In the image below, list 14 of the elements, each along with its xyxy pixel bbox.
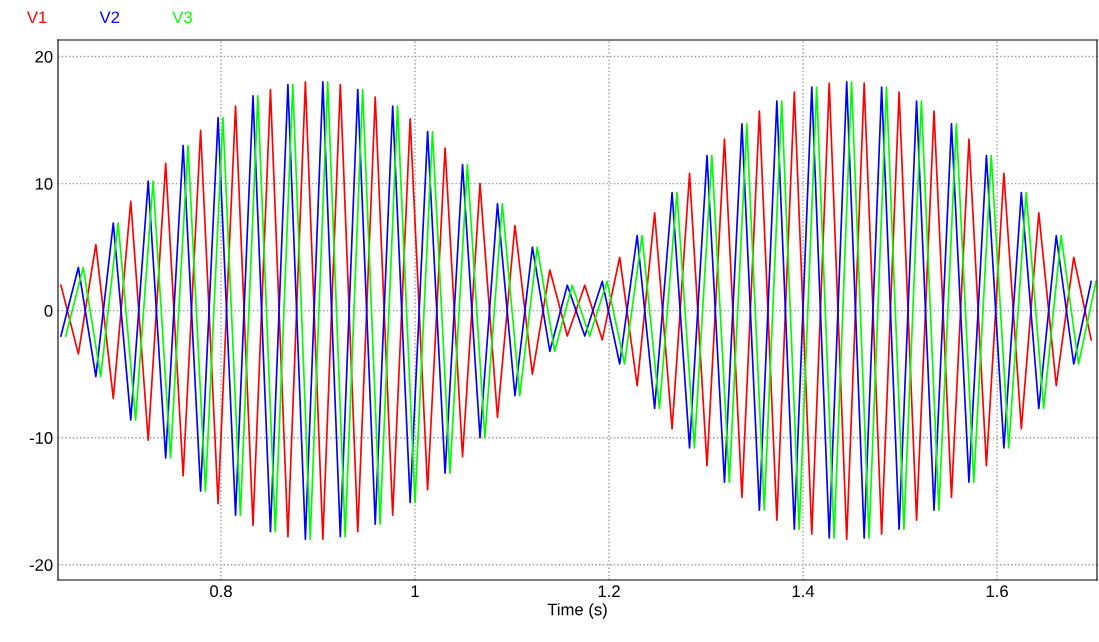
x-tick-label: 0.8	[210, 585, 232, 598]
text: V1	[26, 11, 47, 24]
x-tick-label: 1	[411, 585, 419, 597]
x-tick-label: 1.6	[986, 585, 1008, 598]
x-tick-label: 1.4	[792, 585, 815, 597]
x-axis-title: Time (s)	[547, 603, 607, 619]
y-tick-label: -10	[29, 432, 53, 444]
y-tick-label: 20	[35, 50, 53, 63]
text: V3	[172, 11, 192, 24]
text: V2	[99, 11, 120, 24]
y-tick-label: 10	[35, 177, 53, 190]
y-tick-label: -20	[29, 559, 53, 571]
y-tick-label: 0	[44, 305, 53, 317]
x-tick-label: 1.2	[598, 585, 620, 597]
